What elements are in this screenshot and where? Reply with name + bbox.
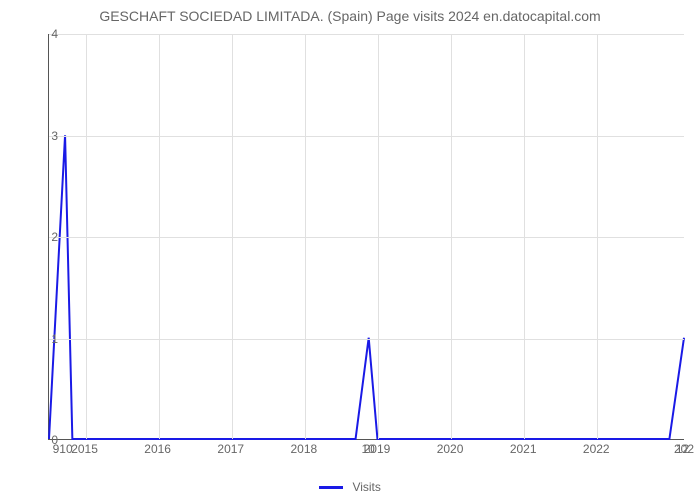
- x-axis-label: 2016: [144, 442, 171, 456]
- x-axis-label: 2022: [583, 442, 610, 456]
- x-axis-label: 2021: [510, 442, 537, 456]
- gridline-horizontal: [49, 34, 684, 35]
- gridline-horizontal: [49, 136, 684, 137]
- x-axis-label: 2015: [71, 442, 98, 456]
- legend-swatch-visits: [319, 486, 343, 489]
- gridline-horizontal: [49, 237, 684, 238]
- chart-container: GESCHAFT SOCIEDAD LIMITADA. (Spain) Page…: [0, 0, 700, 500]
- legend-label-visits: Visits: [352, 480, 380, 494]
- x-axis-label: 2020: [437, 442, 464, 456]
- chart-title: GESCHAFT SOCIEDAD LIMITADA. (Spain) Page…: [0, 0, 700, 30]
- gridline-horizontal: [49, 339, 684, 340]
- x-axis-label: 2017: [217, 442, 244, 456]
- data-point-label: 910: [53, 442, 73, 456]
- data-point-label: 12: [676, 442, 689, 456]
- y-axis-label: 3: [18, 129, 58, 143]
- y-axis-label: 1: [18, 332, 58, 346]
- data-point-label: 10: [362, 442, 375, 456]
- x-axis-label: 2018: [291, 442, 318, 456]
- y-axis-label: 2: [18, 230, 58, 244]
- plot-area: [48, 34, 684, 440]
- legend: Visits: [0, 480, 700, 494]
- y-axis-label: 4: [18, 27, 58, 41]
